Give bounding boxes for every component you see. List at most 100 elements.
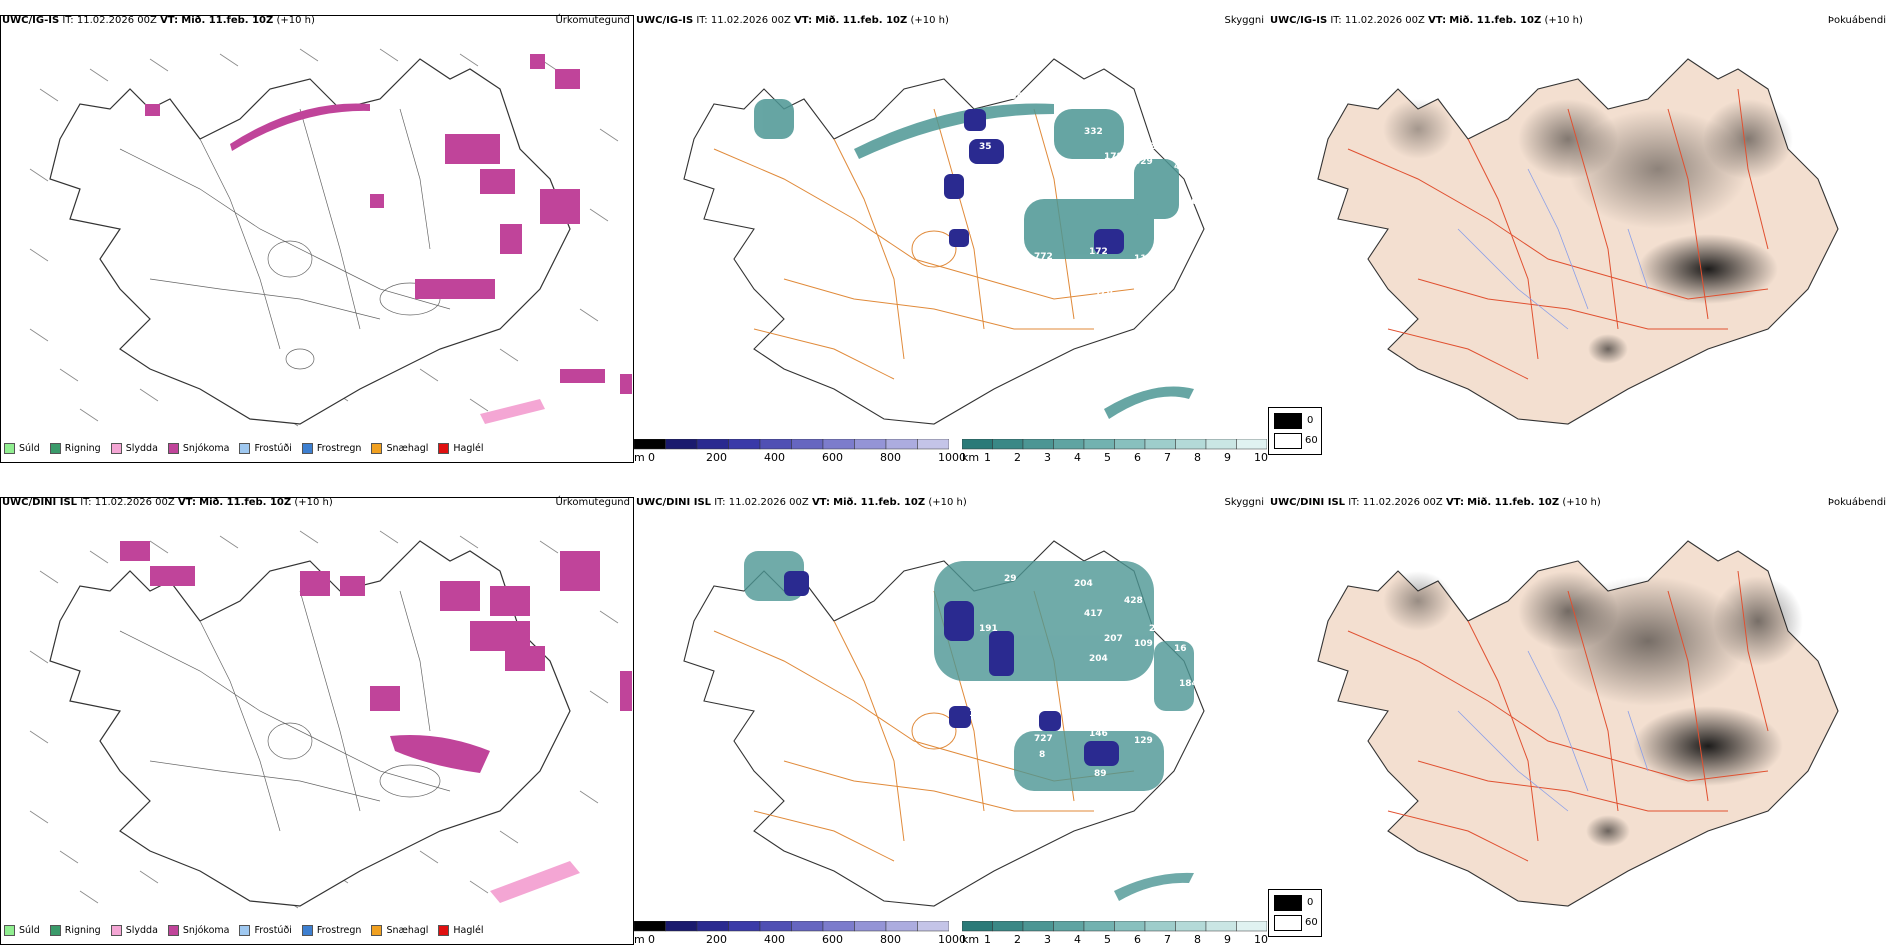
panel-title: Úrkomutegund bbox=[555, 497, 630, 508]
cloud-base-label: 283 bbox=[1149, 142, 1168, 152]
cloud-base-label: 207 bbox=[1104, 634, 1123, 644]
colorbar-tick-label: 3 bbox=[1044, 451, 1051, 464]
legend-swatch bbox=[239, 925, 251, 936]
cloud-base-label: 470 bbox=[1094, 287, 1113, 297]
visibility-colorbar: km 1 2 3 4 5 6 7 8 9 10 bbox=[962, 921, 1268, 949]
colorbar-swatch bbox=[696, 439, 729, 450]
colorbar-tick-label: 8 bbox=[1194, 933, 1201, 946]
cloud-panel-bottom: UWC/DINI ISL IT: 11.02.2026 00Z VT: Mið.… bbox=[634, 497, 1268, 946]
legend-item: Snjókoma bbox=[167, 443, 229, 454]
colorbar-tick-label: 200 bbox=[706, 933, 727, 946]
ceiling-colorbar: m 0 200 400 600 800 1000 bbox=[634, 439, 966, 467]
visibility-unit: km bbox=[962, 933, 980, 946]
fog-swatch-0 bbox=[1274, 895, 1302, 911]
cloud-base-label: 204 bbox=[1074, 579, 1093, 589]
legend-item: Frostúði bbox=[239, 925, 292, 936]
cloud-base-label: 204 bbox=[1089, 654, 1108, 664]
colorbar-tick-label: 8 bbox=[1194, 451, 1201, 464]
panel-title: Úrkomutegund bbox=[555, 15, 630, 26]
colorbar-swatch bbox=[1053, 921, 1085, 932]
legend-swatch bbox=[371, 925, 383, 936]
cloud-base-label: 278 bbox=[1039, 268, 1058, 278]
colorbar-tick-label: 1000 bbox=[938, 933, 966, 946]
visibility-colorbar-swatches bbox=[962, 921, 1267, 932]
cloud-base-label: 129 bbox=[1134, 736, 1153, 746]
colorbar-swatch bbox=[917, 439, 949, 450]
legend-swatch bbox=[239, 443, 251, 454]
cloud-base-label: 39 bbox=[1074, 97, 1087, 107]
cloud-base-label: 140 bbox=[1179, 197, 1198, 207]
fog-swatch-60 bbox=[1274, 915, 1302, 931]
legend-swatch bbox=[167, 443, 179, 454]
fog-panel-top: UWC/IG-IS IT: 11.02.2026 00Z VT: Mið. 11… bbox=[1268, 15, 1900, 463]
panel-title: Þokuábendi bbox=[1827, 15, 1886, 26]
legend-swatch bbox=[371, 443, 383, 454]
panel-title: Skyggni bbox=[1224, 497, 1264, 508]
ceiling-colorbar: m 0 200 400 600 800 1000 bbox=[634, 921, 966, 949]
colorbar-tick-label: 6 bbox=[1134, 933, 1141, 946]
legend-item: Rigning bbox=[49, 443, 101, 454]
cloud-base-label: 146 bbox=[1089, 729, 1108, 739]
colorbar-swatch bbox=[1236, 921, 1267, 932]
precip-map bbox=[29, 530, 632, 909]
colorbar-tick-label: 800 bbox=[880, 451, 901, 464]
colorbar-tick-label: 1 bbox=[984, 451, 991, 464]
colorbar-tick-label: 1000 bbox=[938, 451, 966, 464]
precip-panel-top: UWC/IG-IS IT: 11.02.2026 00Z VT: Mið. 11… bbox=[0, 15, 634, 463]
fog-legend: 0 60 bbox=[1268, 889, 1322, 937]
legend-swatch bbox=[438, 443, 450, 454]
cloud-base-label: 727 bbox=[1034, 734, 1053, 744]
colorbar-swatch bbox=[992, 921, 1024, 932]
precip-panel-bottom: UWC/DINI ISL IT: 11.02.2026 00Z VT: Mið.… bbox=[0, 497, 634, 945]
fog-label-0: 0 bbox=[1307, 897, 1314, 908]
colorbar-swatch bbox=[634, 921, 666, 932]
ceiling-unit: m bbox=[634, 933, 645, 946]
panel-header: UWC/IG-IS IT: 11.02.2026 00Z VT: Mið. 11… bbox=[636, 15, 949, 26]
colorbar-tick-label: 200 bbox=[706, 451, 727, 464]
colorbar-swatch bbox=[728, 921, 761, 932]
cloud-base-label: 16 bbox=[1174, 644, 1187, 654]
colorbar-swatch bbox=[1083, 921, 1115, 932]
cloud-base-label: 417 bbox=[1084, 609, 1103, 619]
legend-swatch bbox=[301, 925, 313, 936]
colorbar-swatch bbox=[665, 439, 698, 450]
cloud-base-label: 109 bbox=[1134, 639, 1153, 649]
cloud-base-label: 505 bbox=[1124, 114, 1143, 124]
colorbar-swatch bbox=[634, 439, 666, 450]
colorbar-swatch bbox=[665, 921, 698, 932]
colorbar-tick-label: 1 bbox=[984, 933, 991, 946]
panel-title: Skyggni bbox=[1224, 15, 1264, 26]
cloud-base-label: 8 bbox=[1039, 750, 1045, 760]
cloud-base-label: 29 bbox=[1004, 574, 1017, 584]
cloud-base-label: 118112 bbox=[1134, 254, 1172, 264]
colorbar-swatch bbox=[1053, 439, 1085, 450]
colorbar-tick-label: 4 bbox=[1074, 933, 1081, 946]
colorbar-swatch bbox=[917, 921, 949, 932]
fog-legend: 0 60 bbox=[1268, 407, 1322, 455]
legend-swatch bbox=[438, 925, 450, 936]
colorbar-tick-label: 5 bbox=[1104, 933, 1111, 946]
colorbar-tick-label: 10 bbox=[1254, 933, 1268, 946]
cloud-base-label: 184 bbox=[1179, 679, 1198, 689]
colorbar-swatch bbox=[885, 921, 918, 932]
legend-item: Snæhagl bbox=[371, 443, 428, 454]
cloud-base-label: 332 bbox=[1084, 127, 1103, 137]
colorbar-tick-label: 2 bbox=[1014, 451, 1021, 464]
legend-item: Snæhagl bbox=[371, 925, 428, 936]
fog-swatch-60 bbox=[1274, 433, 1302, 449]
colorbar-swatch bbox=[854, 921, 887, 932]
colorbar-tick-label: 2 bbox=[1014, 933, 1021, 946]
colorbar-swatch bbox=[1175, 921, 1207, 932]
cloud-base-label: 412 bbox=[1174, 162, 1193, 172]
colorbar-swatch bbox=[791, 921, 824, 932]
cloud-label-layer: 29 204 428 417 207 204 191 24 109 16 184 116 727 8 146… bbox=[969, 574, 1198, 779]
fog-map bbox=[1317, 58, 1839, 425]
colorbar-swatch bbox=[1144, 439, 1176, 450]
fog-panel-bottom: UWC/DINI ISL IT: 11.02.2026 00Z VT: Mið.… bbox=[1268, 497, 1900, 945]
colorbar-swatch bbox=[1205, 921, 1237, 932]
cloud-base-label: 329 bbox=[1134, 157, 1153, 167]
cloud-base-label: 172 bbox=[1089, 247, 1108, 257]
legend-item: Frostregn bbox=[301, 925, 361, 936]
colorbar-swatch bbox=[759, 921, 792, 932]
cloud-base-label: 35 bbox=[979, 142, 992, 152]
